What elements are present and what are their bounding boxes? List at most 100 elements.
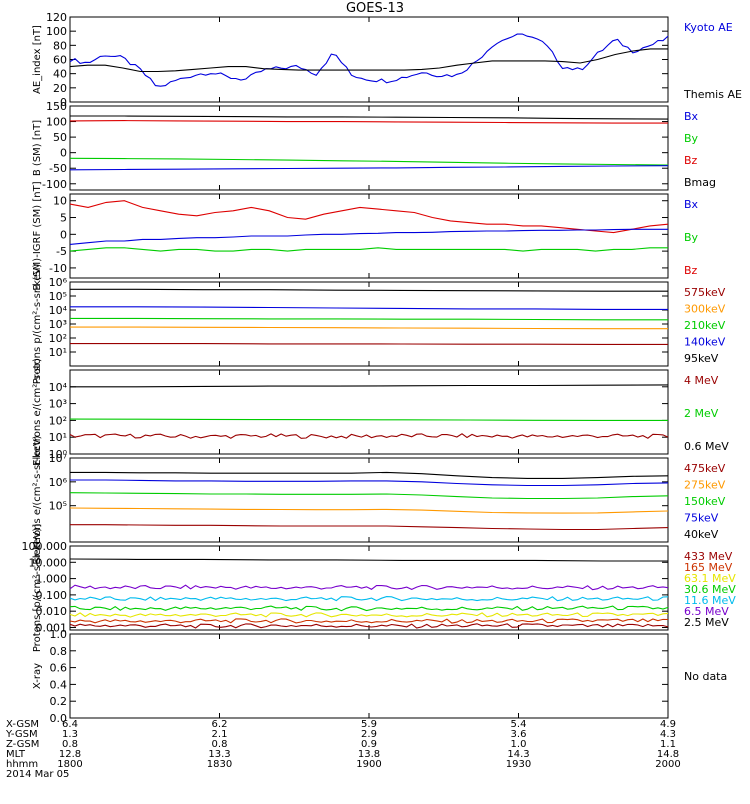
legend-entry: By <box>684 231 699 244</box>
series-line-2-mev <box>69 418 668 421</box>
ephemeris-value: 2.1 <box>212 729 228 740</box>
ephemeris-value: 0.8 <box>62 739 78 750</box>
legend-entry: Bmag <box>684 176 716 189</box>
series-line-300kev <box>70 326 668 330</box>
series-line-63.1-mev <box>69 612 669 618</box>
y-tick-label: 5 <box>60 212 67 225</box>
y-tick-label: 100 <box>46 116 67 129</box>
legend-entry: 433 MeV <box>684 550 733 563</box>
y-tick-label: 80 <box>53 39 67 52</box>
series-line-150kev <box>69 492 669 500</box>
y-tick-label: 150 <box>46 100 67 113</box>
ephemeris-value: 6.2 <box>212 719 228 730</box>
ephemeris-value: 2000 <box>655 759 680 770</box>
series-line-bz <box>69 120 668 124</box>
legend-entry: 4 MeV <box>684 374 719 387</box>
ephemeris-value: 1.1 <box>660 739 676 750</box>
ephemeris-row-label: hhmm <box>6 759 38 770</box>
y-tick-label: 50 <box>53 131 67 144</box>
y-tick-label: 10⁴ <box>49 381 68 394</box>
y-tick-label: 10¹ <box>49 431 67 444</box>
ephemeris-value: 5.9 <box>361 719 377 730</box>
ephemeris-value: 1.0 <box>511 739 527 750</box>
series-line-95kev <box>70 288 668 292</box>
ephemeris-row-label: Z-GSM <box>6 739 39 750</box>
y-tick-label: 0.6 <box>50 662 68 675</box>
series-line-6.5-mev <box>69 584 669 591</box>
panel-frame-0 <box>69 16 669 103</box>
legend-entry: 150keV <box>684 495 726 508</box>
figure-title: GOES-13 <box>345 1 404 16</box>
y-tick-label: 10³ <box>49 318 67 331</box>
legend-entry: Kyoto AE <box>684 21 733 34</box>
y-tick-label: -5 <box>56 245 67 258</box>
ephemeris-value: 1830 <box>207 759 232 770</box>
legend-entry: Themis AE <box>683 88 742 101</box>
legend-entry: 40keV <box>684 528 719 541</box>
y-tick-label: 10⁵ <box>49 290 67 303</box>
y-tick-label: 10⁶ <box>49 276 68 289</box>
series-line-210kev <box>70 317 668 321</box>
legend-entry: 30.6 MeV <box>684 583 736 596</box>
legend-entry: 140keV <box>684 336 726 349</box>
y-axis-label: B (SM)-IGRF (SM) [nT] <box>32 181 43 290</box>
ephemeris-value: 6.4 <box>62 719 78 730</box>
panel-frame-2 <box>69 193 669 279</box>
series-line-140kev <box>70 306 668 310</box>
y-tick-label: 10⁶ <box>49 476 68 489</box>
series-line-by <box>69 157 669 166</box>
y-axis-label: Protons [p/(cm²-s-sr-keV)] <box>32 524 43 652</box>
ephemeris-value: 5.4 <box>511 719 527 730</box>
series-line-475kev <box>70 524 669 531</box>
legend-entry: 475keV <box>684 462 726 475</box>
y-tick-label: 10² <box>49 332 67 345</box>
y-tick-label: 10.000 <box>29 556 68 569</box>
y-tick-label: 10⁷ <box>49 452 67 465</box>
panel-frame-4 <box>69 369 669 455</box>
y-axis-label: Electrons e/(cm²-s-sr) <box>32 358 43 466</box>
legend-entry: Bz <box>684 154 698 167</box>
legend-entry: 63.1 MeV <box>684 572 736 585</box>
y-tick-label: -100 <box>42 178 67 191</box>
legend-entry: 275keV <box>684 479 726 492</box>
ephemeris-value: 1800 <box>57 759 82 770</box>
legend-entry: 2 MeV <box>684 407 719 420</box>
y-tick-label: 10⁴ <box>49 304 68 317</box>
panel-frame-7 <box>69 633 669 719</box>
series-line-4-mev <box>69 433 669 439</box>
y-tick-label: 10⁵ <box>49 500 67 513</box>
series-line-30.6-mev <box>69 605 669 612</box>
y-tick-label: 10² <box>49 414 67 427</box>
ephemeris-row-label: Y-GSM <box>5 729 38 740</box>
y-tick-label: 0.100 <box>36 589 68 602</box>
series-line-bmag <box>70 115 669 120</box>
ephemeris-row-label: 2014 Mar 05 <box>6 769 69 780</box>
legend-entry: Bx <box>684 110 699 123</box>
legend-entry: Bx <box>684 198 699 211</box>
ephemeris-value: 14.3 <box>507 749 529 760</box>
ephemeris-value: 4.9 <box>660 719 676 730</box>
series-line-0.6-mev <box>70 384 669 388</box>
series-line-40kev <box>70 471 669 479</box>
series-line-275kev <box>69 507 669 514</box>
legend-entry: No data <box>684 670 727 683</box>
legend-entry: Bz <box>684 264 698 277</box>
y-tick-label: 1.0 <box>50 628 68 641</box>
y-tick-label: 10⁰ <box>49 448 68 461</box>
ephemeris-value: 13.3 <box>208 749 230 760</box>
series-line-themis-ae <box>69 48 668 73</box>
y-tick-label: 0.2 <box>50 695 68 708</box>
ephemeris-value: 1930 <box>506 759 531 770</box>
y-tick-label: 0.001 <box>36 621 68 634</box>
y-tick-label: 60 <box>53 54 67 67</box>
ephemeris-value: 13.8 <box>358 749 380 760</box>
ephemeris-value: 0.9 <box>361 739 377 750</box>
y-tick-label: 20 <box>53 82 67 95</box>
series-line-2.5-mev <box>69 558 668 562</box>
y-tick-label: 10 <box>53 195 67 208</box>
y-tick-label: -10 <box>49 262 67 275</box>
ephemeris-value: 0.8 <box>212 739 228 750</box>
ephemeris-row-label: X-GSM <box>6 719 39 730</box>
